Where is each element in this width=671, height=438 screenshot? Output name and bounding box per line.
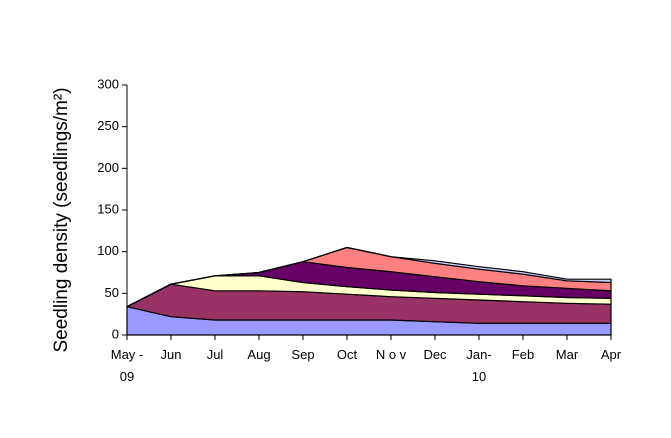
y-tick-label: 150	[97, 201, 119, 216]
x-tick-label: Sep	[291, 347, 315, 362]
y-tick-label: 250	[97, 118, 119, 133]
x-tick-label: Jul	[206, 347, 224, 362]
x-tick-label: Jan- 10	[466, 347, 492, 384]
area	[126, 246, 612, 308]
x-tick-label: Jun	[160, 347, 182, 362]
y-tick-label: 0	[112, 326, 119, 341]
x-tick-label: Oct	[336, 347, 358, 362]
x-tick-label: N o v	[375, 347, 407, 362]
x-tick-label: Dec	[423, 347, 447, 362]
y-tick-label: 50	[105, 285, 119, 300]
y-tick-label: 100	[97, 243, 119, 258]
x-tick-label: Mar	[555, 347, 579, 362]
x-tick-label: Apr	[600, 347, 622, 362]
x-tick-label: Aug	[247, 347, 271, 362]
y-tick-label: 300	[97, 76, 119, 91]
x-tick-label: May - 09	[110, 347, 144, 384]
y-axis-label: Seedling density (seedlings/m²)	[51, 87, 72, 352]
x-tick-label: Feb	[511, 347, 535, 362]
y-tick-label: 200	[97, 160, 119, 175]
